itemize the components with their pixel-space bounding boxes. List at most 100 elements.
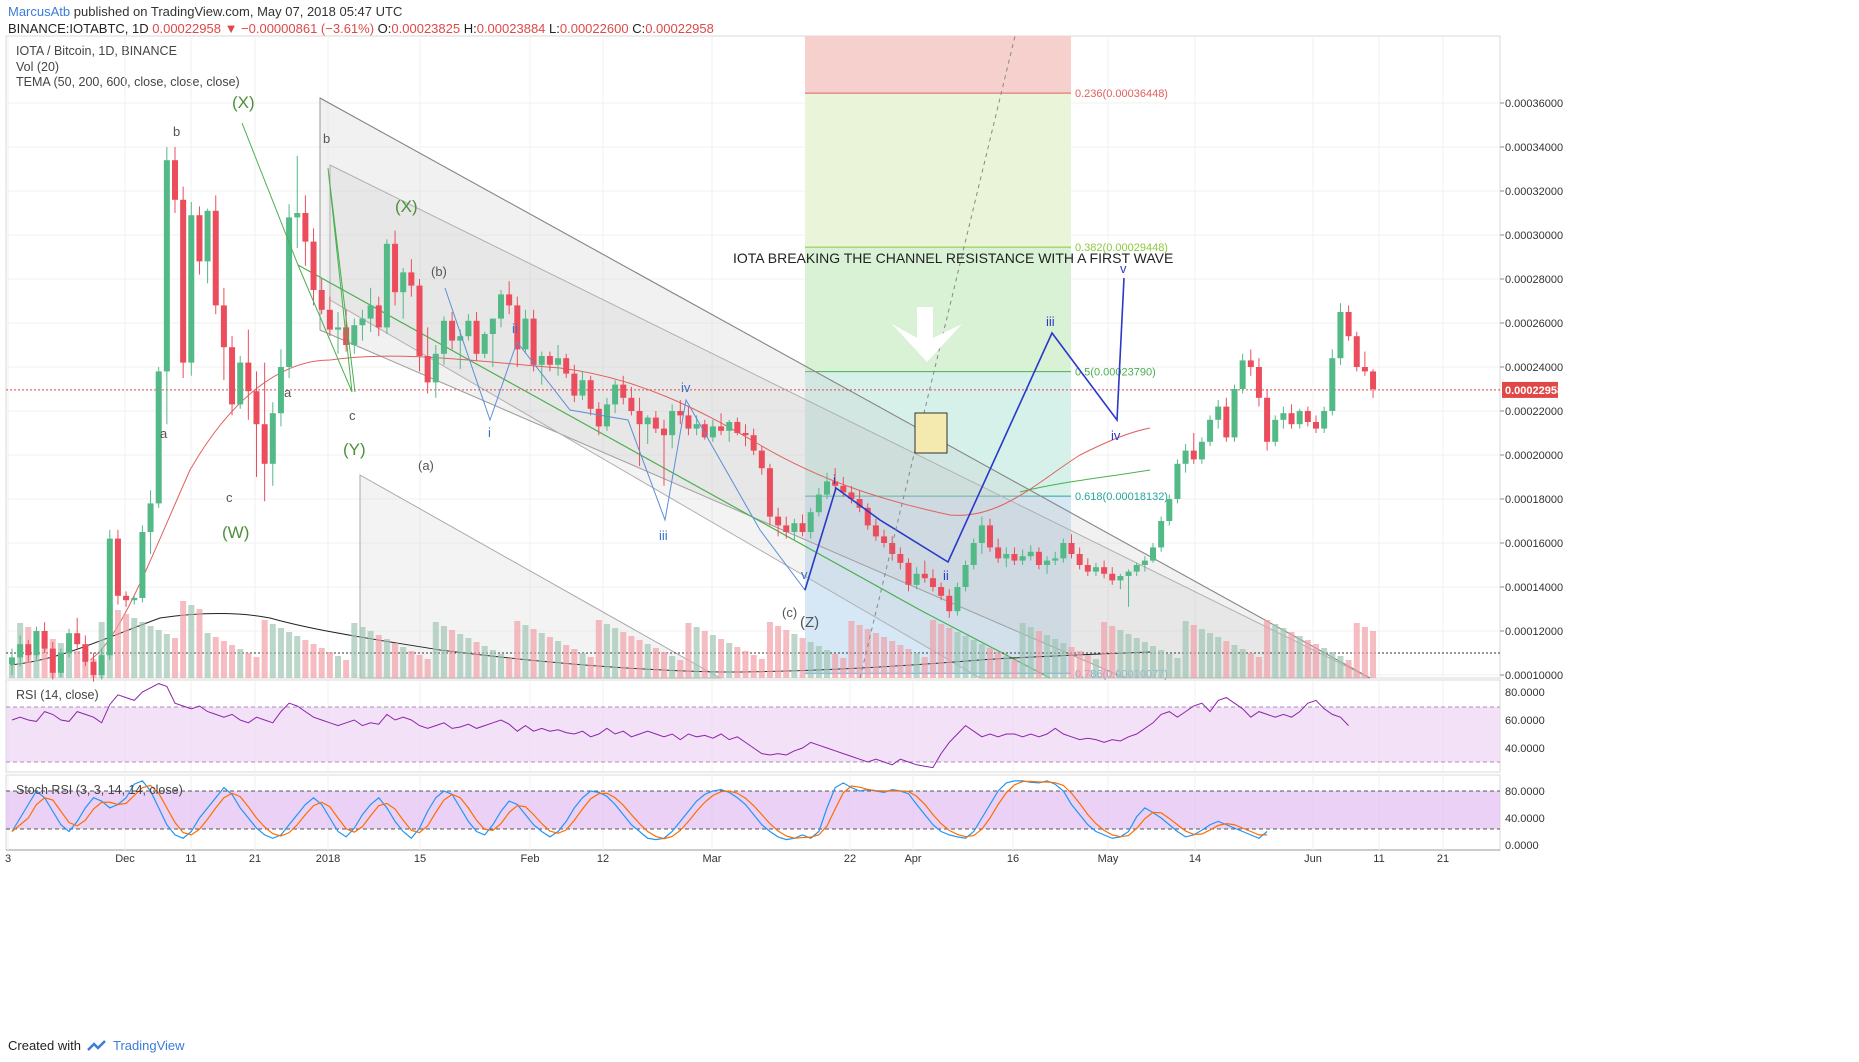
- candle-body: [1353, 336, 1360, 367]
- volume-bar: [881, 637, 888, 678]
- volume-bar: [595, 620, 602, 678]
- x-tick-label: Jun: [1304, 853, 1322, 865]
- candle-body: [114, 538, 121, 596]
- footer-brand[interactable]: TradingView: [112, 1038, 185, 1053]
- channel-resistance-line: [319, 97, 1371, 679]
- volume-bar: [701, 631, 708, 678]
- volume-bar: [783, 630, 790, 678]
- candle-body: [555, 358, 562, 365]
- volume-bar: [1329, 652, 1336, 678]
- candle-body: [1255, 367, 1262, 398]
- volume-bar: [1190, 625, 1197, 678]
- volume-bar: [799, 638, 806, 678]
- candle-body: [652, 417, 659, 429]
- candle-body: [123, 595, 130, 601]
- candle-body: [872, 525, 879, 537]
- volume-bar: [155, 630, 162, 678]
- volume-bar: [66, 647, 73, 678]
- candle-body: [1280, 413, 1287, 420]
- wave-label: b: [173, 124, 180, 139]
- candle-body: [261, 424, 268, 464]
- volume-bar: [172, 638, 178, 678]
- volume-bar: [188, 605, 195, 678]
- wave-label: c: [226, 490, 233, 505]
- wave-label: (W): [222, 523, 249, 542]
- volume-bar: [294, 636, 301, 678]
- candle-body: [1003, 554, 1010, 559]
- volume-bar: [286, 632, 293, 678]
- target-box: [914, 412, 948, 454]
- volume-bar: [587, 657, 594, 678]
- candle-body: [742, 433, 749, 436]
- volume-bar: [1321, 648, 1328, 678]
- volume-bar: [1166, 654, 1173, 678]
- volume-bar: [465, 638, 472, 678]
- candle-body: [155, 371, 162, 504]
- price-change: ▼ −0.00000861 (−3.61%): [224, 21, 375, 36]
- candle-body: [57, 653, 64, 673]
- volume-bar: [807, 642, 814, 678]
- tema-50-line: [1019, 469, 1151, 493]
- candle-body: [1198, 441, 1205, 460]
- candle-body: [1166, 499, 1173, 521]
- wave-label: b: [323, 131, 330, 146]
- published-text: published on TradingView.com, May 07, 20…: [73, 4, 403, 19]
- volume-bar: [1117, 630, 1124, 678]
- candle-body: [440, 320, 447, 354]
- y-tick-label: 0.00036000: [1505, 98, 1563, 110]
- candle-body: [587, 380, 594, 409]
- candle-body: [465, 320, 472, 337]
- volume-bar: [661, 652, 667, 678]
- volume-bar: [546, 637, 553, 678]
- candle-body: [1296, 411, 1303, 425]
- volume-bar: [1304, 640, 1311, 678]
- volume-bar: [1011, 660, 1018, 678]
- candle-body: [277, 367, 284, 414]
- candle-body: [758, 450, 765, 469]
- candle-body: [375, 305, 382, 328]
- volume-bar: [237, 649, 244, 678]
- volume-bar: [498, 654, 504, 678]
- y-tick-label: 0.00030000: [1505, 230, 1563, 242]
- volume-bar: [1182, 621, 1189, 678]
- volume-bar: [921, 657, 928, 678]
- stoch-axis-label: 80.0000: [1505, 786, 1545, 798]
- candle-body: [913, 573, 920, 585]
- volume-bar: [408, 651, 415, 678]
- chart-legend-title: IOTA / Bitcoin, 1D, BINANCE: [16, 44, 177, 58]
- candle-body: [1133, 565, 1140, 572]
- candle-body: [172, 160, 178, 200]
- stoch-axis-label: 0.0000: [1505, 840, 1539, 852]
- author-link[interactable]: MarcusAtb: [8, 4, 71, 19]
- wave-label: (b): [431, 264, 447, 279]
- candle-body: [1092, 567, 1099, 572]
- candle-body: [889, 543, 896, 554]
- chart-annotation: IOTA BREAKING THE CHANNEL RESISTANCE WIT…: [733, 250, 1173, 266]
- stoch-d-line: [11, 780, 1268, 840]
- candle-body: [212, 210, 219, 306]
- close-value: 0.00022958: [645, 21, 714, 36]
- volume-bar: [1215, 637, 1222, 678]
- volume-bar: [571, 649, 578, 678]
- volume-bar: [929, 620, 936, 678]
- candle-body: [766, 468, 773, 517]
- wave-label: (Z): [800, 614, 819, 631]
- candle-body: [1117, 576, 1124, 581]
- candle-body: [612, 384, 619, 405]
- volume-bar: [473, 642, 480, 678]
- volume-bar: [424, 659, 431, 678]
- candle-body: [685, 415, 692, 429]
- wave-label: (c): [782, 605, 797, 620]
- close-label: C:: [632, 21, 646, 36]
- candle-body: [954, 587, 961, 612]
- open-label: O:: [377, 21, 392, 36]
- volume-bar: [139, 622, 146, 678]
- wave-label: a: [284, 385, 292, 400]
- volume-bar: [1044, 635, 1051, 678]
- volume-bar: [318, 648, 325, 678]
- volume-bar: [791, 634, 798, 678]
- candle-body: [1060, 543, 1067, 559]
- volume-bar: [123, 614, 130, 678]
- candle-body: [1207, 419, 1214, 442]
